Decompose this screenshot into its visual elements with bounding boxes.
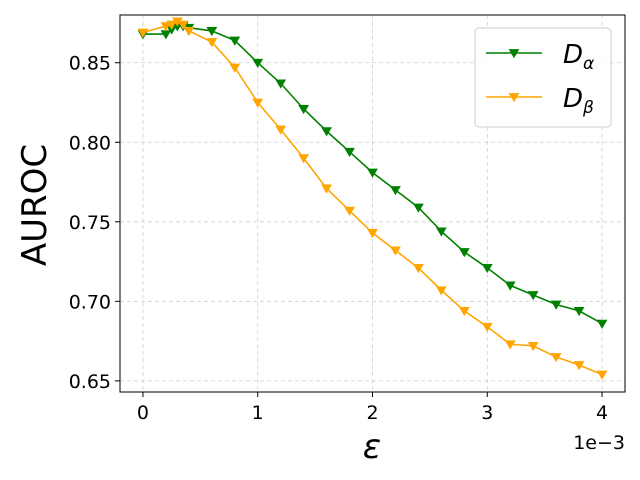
data-point	[344, 147, 355, 158]
data-point	[527, 291, 539, 301]
data-point	[413, 264, 424, 274]
data-point	[458, 306, 470, 317]
data-point	[298, 154, 310, 164]
series-β	[137, 17, 608, 380]
data-point	[367, 168, 378, 178]
data-point	[344, 206, 355, 216]
data-point	[527, 341, 539, 352]
y-tick-label: 0.80	[69, 132, 111, 154]
data-point	[160, 22, 172, 32]
x-tick-label: 4	[596, 402, 608, 424]
data-point	[458, 248, 470, 258]
data-point	[166, 20, 178, 30]
y-tick-label: 0.70	[69, 291, 111, 313]
y-axis-label: AUROC	[15, 144, 55, 266]
x-tick-label: 2	[366, 402, 378, 424]
series-layer	[137, 17, 608, 380]
data-point	[321, 127, 332, 137]
data-point	[504, 281, 516, 291]
x-tick-label: 3	[481, 402, 493, 424]
data-point	[390, 246, 401, 256]
data-point	[504, 340, 516, 350]
data-point	[550, 300, 562, 310]
data-point	[229, 63, 241, 73]
data-point	[275, 79, 287, 89]
data-point	[177, 20, 189, 30]
data-point	[390, 186, 401, 196]
legend-label: Dβ	[563, 84, 594, 118]
data-point	[252, 58, 264, 68]
data-point	[573, 306, 585, 317]
data-point	[137, 28, 149, 38]
x-axis-offset-label: 1e−3	[573, 432, 625, 454]
legend: Dα Dβ	[474, 27, 612, 128]
x-tick-label: 1	[252, 402, 264, 424]
data-point	[435, 286, 447, 296]
data-point	[206, 38, 218, 48]
y-tick-label: 0.75	[69, 212, 111, 234]
data-point	[229, 36, 241, 46]
data-point	[183, 27, 195, 37]
legend-item: Dβ	[486, 84, 594, 118]
data-point	[550, 353, 562, 363]
y-tick-label: 0.65	[69, 371, 111, 393]
data-point	[481, 264, 493, 274]
grid	[120, 15, 625, 392]
data-point	[252, 98, 264, 108]
data-point	[321, 184, 332, 194]
data-point	[275, 125, 287, 135]
data-point	[298, 104, 310, 115]
y-tick-label: 0.85	[69, 53, 111, 75]
legend-item: Dα	[486, 40, 594, 74]
data-point	[596, 370, 608, 380]
legend-marker	[508, 49, 520, 59]
data-point	[367, 229, 378, 239]
legend-label: Dα	[563, 40, 594, 74]
data-point	[413, 203, 424, 213]
legend-marker	[508, 93, 520, 103]
ticks: 0 1 2 3 4 0.65 0.70 0.75 0.80 0.85	[69, 53, 608, 424]
x-tick-label: 0	[137, 402, 149, 424]
data-point	[481, 322, 493, 333]
x-axis-label: ε	[363, 427, 381, 467]
data-point	[435, 227, 447, 237]
data-point	[596, 319, 608, 329]
series-α	[137, 22, 608, 329]
data-point	[206, 27, 218, 37]
data-point	[573, 361, 585, 371]
